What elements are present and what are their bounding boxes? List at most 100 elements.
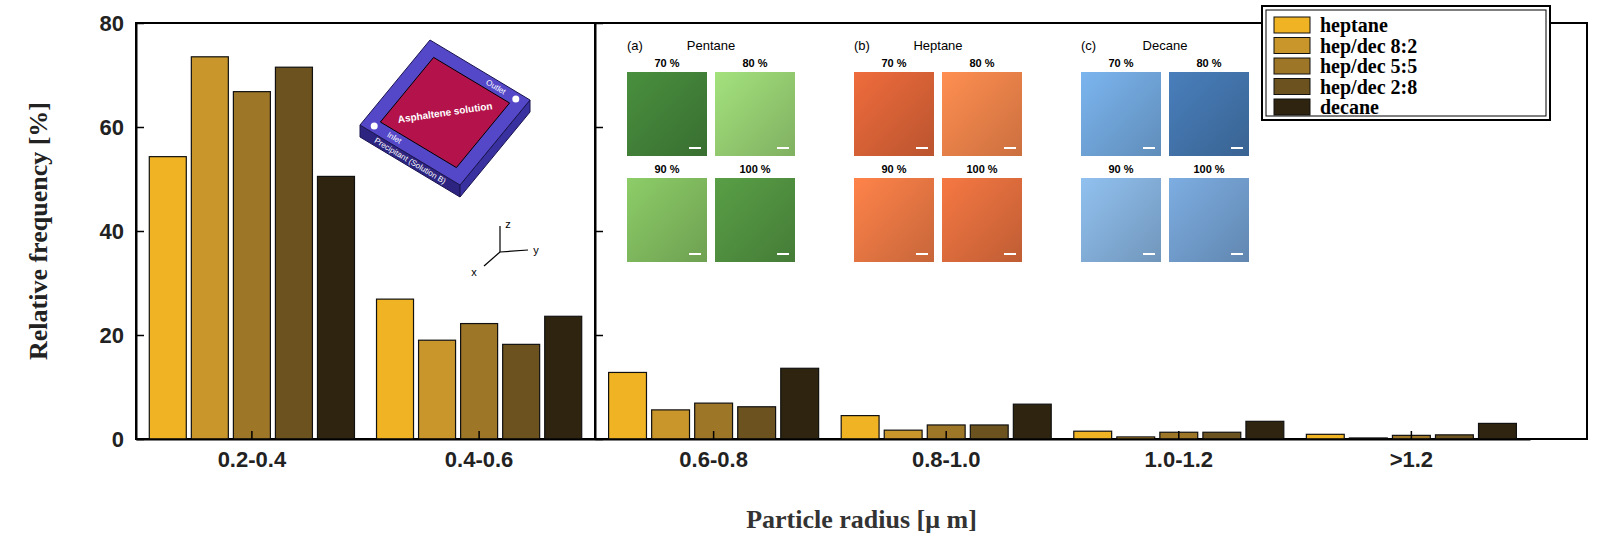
x-tick-label: 0.4-0.6	[445, 447, 514, 472]
inset-image	[715, 178, 795, 262]
x-tick: >1.2	[1390, 431, 1433, 472]
axis-line	[137, 439, 596, 441]
inset-letter: (b)	[854, 38, 870, 53]
y-tick-mark	[136, 335, 144, 337]
x-tick-mark	[251, 431, 253, 439]
x-tick-label: 1.0-1.2	[1145, 447, 1214, 472]
inset-image	[1081, 178, 1161, 262]
bar	[419, 340, 456, 439]
bar	[781, 368, 819, 439]
inset-image	[1169, 178, 1249, 262]
schematic-axis	[499, 226, 500, 252]
bar	[503, 344, 540, 439]
inset-image-label: 70 %	[881, 57, 906, 69]
y-tick	[595, 127, 603, 128]
schematic-label: Inlet	[385, 130, 403, 146]
bar	[927, 425, 965, 439]
x-axis: 0.2-0.40.4-0.6	[137, 431, 596, 472]
inset-scale-bar	[689, 253, 701, 255]
bar	[884, 430, 922, 439]
bar	[652, 410, 690, 439]
bar	[461, 324, 498, 439]
legend-label: decane	[1320, 96, 1379, 118]
y-tick-label: 0	[112, 427, 124, 452]
bar	[841, 416, 879, 439]
inset-scale-bar	[1231, 253, 1243, 255]
legend-swatch	[1274, 17, 1310, 33]
inset-scale-bar	[777, 147, 789, 149]
schematic-axis-label: x	[471, 266, 477, 278]
axis-line	[596, 439, 1531, 441]
x-axis: 0.6-0.80.8-1.01.0-1.2>1.2	[596, 431, 1531, 472]
y-tick-mark	[136, 231, 144, 233]
inset-image-label: 100 %	[1193, 163, 1224, 175]
inset-scale-bar	[777, 253, 789, 255]
y-tick	[595, 23, 603, 24]
inset-image	[942, 178, 1022, 262]
inset-title: Pentane	[687, 38, 735, 53]
inset-panel: (a)Pentane70 %80 %90 %100 %	[627, 38, 795, 262]
y-tick-mark	[595, 439, 603, 441]
inset-image	[715, 72, 795, 156]
bar	[545, 316, 582, 439]
y-tick-mark	[136, 439, 144, 441]
y-tick-mark	[595, 127, 603, 129]
bar	[191, 57, 228, 439]
inset-image	[854, 72, 934, 156]
x-tick-mark	[945, 431, 947, 439]
inset-panel: (b) Heptane 70 % 80 % 90 % 100 %	[854, 38, 1022, 262]
inset-image	[1169, 72, 1249, 156]
y-tick-label: 20	[100, 323, 124, 348]
y-axis-inner	[595, 24, 603, 440]
inset-scale-bar	[1143, 253, 1155, 255]
inset-image-label: 90 %	[881, 163, 906, 175]
x-axis-title: Particle radius [μ m]	[746, 505, 977, 534]
legend: heptanehep/dec 8:2hep/dec 5:5hep/dec 2:8…	[1262, 6, 1550, 120]
bar	[1435, 435, 1473, 439]
legend-swatch	[1274, 38, 1310, 54]
y-tick-mark	[595, 23, 603, 25]
inset-image	[627, 178, 707, 262]
inset-letter: (c)	[1081, 38, 1096, 53]
inset-image-label: 80 %	[969, 57, 994, 69]
bars	[609, 368, 1517, 439]
bar	[1013, 404, 1051, 439]
inset-image	[1081, 72, 1161, 156]
inset-image-label: 80 %	[1196, 57, 1221, 69]
legend-frame-inner	[1266, 10, 1546, 116]
x-tick-mark	[1411, 431, 1413, 439]
y-axis: 020406080	[100, 11, 144, 452]
schematic-axis	[484, 252, 500, 266]
y-axis-title: Relative frequency [%]	[24, 102, 53, 360]
x-tick-label: >1.2	[1390, 447, 1433, 472]
inset-image-label: 80 %	[742, 57, 767, 69]
inset-letter: (a)	[627, 38, 643, 53]
y-tick-mark	[595, 231, 603, 233]
y-tick-mark	[136, 23, 144, 25]
inset-image	[627, 72, 707, 156]
schematic-port	[371, 122, 378, 129]
bar	[1203, 432, 1241, 439]
inset-scale-bar	[916, 253, 928, 255]
x-tick: 0.8-1.0	[912, 431, 981, 472]
inset-scale-bar	[1231, 147, 1243, 149]
x-tick-mark	[1178, 431, 1180, 439]
legend-swatch	[1274, 99, 1310, 115]
inset-image-label: 70 %	[654, 57, 679, 69]
y-tick: 40	[100, 219, 144, 244]
legend-frame	[1262, 6, 1550, 120]
schematic-axis	[500, 250, 528, 252]
inset-scale-bar	[689, 147, 701, 149]
inset-title: Heptane	[913, 38, 962, 53]
panel-frame	[136, 23, 595, 439]
y-tick: 80	[100, 11, 144, 36]
inset-image-label: 100 %	[966, 163, 997, 175]
legend-swatch	[1274, 79, 1310, 95]
schematic-top	[360, 40, 530, 185]
y-tick: 0	[112, 427, 144, 452]
y-tick	[595, 231, 603, 232]
inset-scale-bar	[1004, 147, 1016, 149]
x-tick-label: 0.8-1.0	[912, 447, 981, 472]
bar	[317, 176, 354, 439]
y-tick	[595, 439, 603, 440]
